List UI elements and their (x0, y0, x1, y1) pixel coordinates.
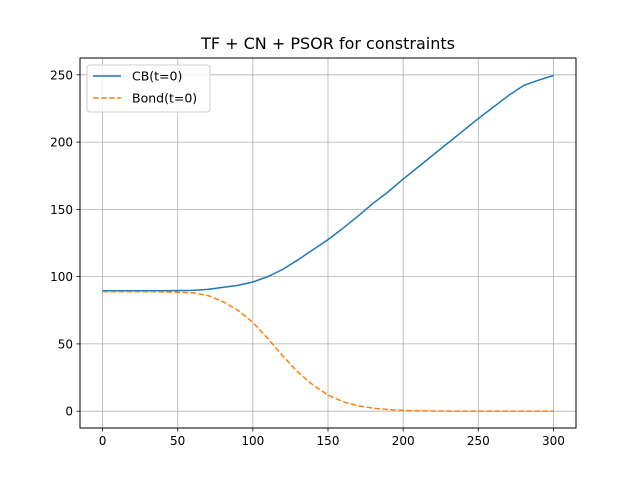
x-tick-label: 250 (467, 434, 490, 448)
grid (80, 58, 576, 428)
y-tick-label: 150 (50, 203, 73, 217)
legend-label-cb: CB(t=0) (132, 69, 182, 84)
x-tick-label: 150 (317, 434, 340, 448)
legend: CB(t=0) Bond(t=0) (86, 64, 211, 113)
y-tick-label: 250 (50, 68, 73, 82)
x-tick-label: 300 (542, 434, 565, 448)
x-tick-label: 200 (392, 434, 415, 448)
series-line-cb (102, 74, 554, 292)
series-lines (102, 74, 554, 412)
series-line-bond (102, 290, 554, 412)
chart-title: TF + CN + PSOR for constraints (200, 34, 455, 53)
y-tick-label: 100 (50, 270, 73, 284)
y-tick-label: 200 (50, 136, 73, 150)
x-tick-label: 100 (241, 434, 264, 448)
x-tick-label: 50 (170, 434, 185, 448)
y-axis-ticks: 0 50 100 150 200 250 (50, 68, 80, 419)
y-tick-label: 50 (58, 337, 73, 351)
x-axis-ticks: 0 50 100 150 200 250 300 (99, 428, 565, 448)
y-tick-label: 0 (65, 405, 73, 419)
x-tick-label: 0 (99, 434, 107, 448)
legend-label-bond: Bond(t=0) (132, 91, 197, 106)
